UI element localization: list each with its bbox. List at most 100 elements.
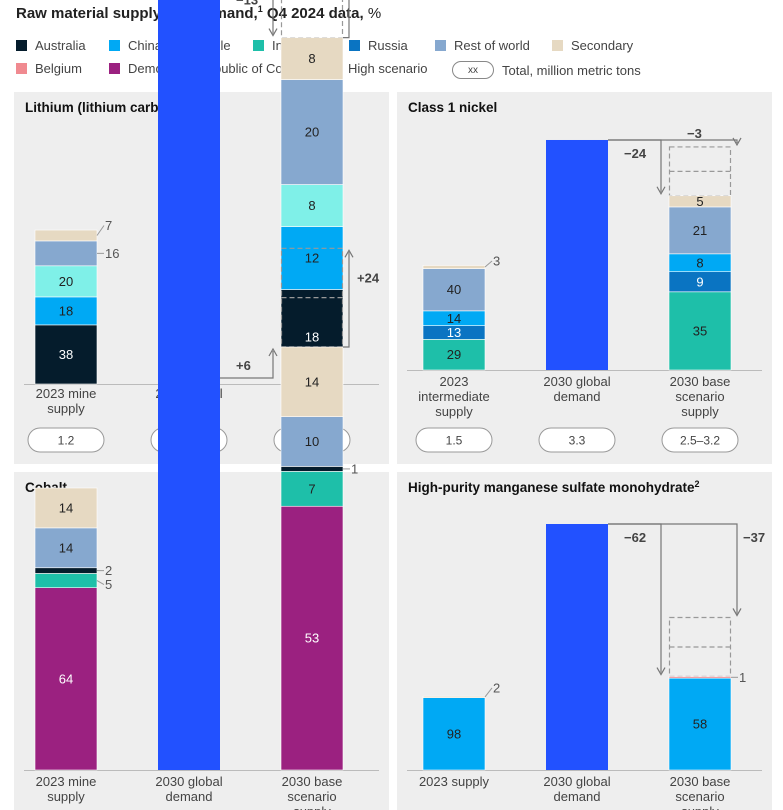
arrowhead	[344, 249, 354, 258]
bar-segment-row	[280, 79, 344, 185]
category-label: 2023 supply	[419, 774, 490, 789]
gap-arrow-high	[608, 523, 738, 614]
total-value: 2.5–3.2	[680, 434, 720, 448]
legend-item-russia: Russia	[349, 38, 408, 53]
segment-label: 9	[696, 274, 703, 289]
category-label: 2023 mine supply	[36, 386, 97, 416]
bar-segment-secondary	[280, 37, 344, 80]
segment-label: 18	[59, 303, 73, 318]
bar-segment-secondary	[280, 346, 344, 417]
legend-label: Total, million metric tons	[502, 62, 641, 78]
callout-line	[96, 580, 105, 586]
category-label-line: 2030 global	[155, 774, 222, 789]
segment-label: 8	[696, 255, 703, 270]
category-label-line: 2023 mine	[36, 774, 97, 789]
segment-label: 38	[59, 347, 73, 362]
chart-panel-4: High-purity manganese sulfate monohydrat…	[397, 472, 772, 810]
gap-arrow-high	[608, 139, 738, 143]
bar-segment-australia	[34, 567, 98, 574]
legend-swatch-russia	[349, 40, 360, 51]
category-label-line: 2030 global	[543, 374, 610, 389]
category-label-line: 2023	[440, 374, 469, 389]
legend-item-belgium: Belgium	[16, 61, 82, 76]
category-label-line: demand	[554, 789, 601, 804]
segment-callout-label: 5	[105, 577, 112, 592]
total-pill	[415, 427, 493, 453]
segment-label: 40	[447, 282, 461, 297]
bar-segment-row	[34, 240, 98, 267]
bar-segment-secondary	[34, 229, 98, 242]
bar-segment-belgium	[668, 676, 732, 679]
arrowhead	[268, 347, 278, 357]
segment-label: 98	[447, 726, 461, 741]
gap-label-base: −24	[624, 146, 647, 161]
category-label-line: scenario	[675, 389, 724, 404]
bar-segment-drc	[34, 587, 98, 771]
legend-swatch-china	[109, 40, 120, 51]
gap-label-base: −62	[624, 530, 646, 545]
legend-swatch-indonesia	[253, 40, 264, 51]
bar-segment-row	[422, 268, 486, 312]
legend-item-total: xx Total, million metric tons	[452, 61, 641, 79]
category-label: 2023 mine supply	[36, 774, 97, 804]
category-label-line: supply	[681, 804, 719, 810]
category-label-line: 2023 supply	[419, 774, 490, 789]
legend-item-row: Rest of world	[435, 38, 530, 53]
legend-label: Russia	[368, 38, 408, 53]
segment-label: 58	[693, 717, 707, 732]
gap-arrow-high	[343, 0, 350, 39]
legend-swatch-drc	[109, 63, 120, 74]
bar-segment-china	[280, 226, 344, 290]
segment-label: 14	[447, 311, 461, 326]
total-pill-marker: xx	[452, 61, 494, 79]
bar-segment-china	[34, 296, 98, 326]
segment-label: 35	[693, 323, 707, 338]
legend-label: Australia	[35, 38, 86, 53]
gap-label-high: +24	[357, 270, 380, 285]
gap-label-base: −13	[236, 0, 258, 7]
segment-label: 7	[308, 481, 315, 496]
segment-callout-label: 16	[105, 246, 119, 261]
segment-label: 29	[447, 347, 461, 362]
bar-segment-australia	[34, 324, 98, 385]
legend-label: Belgium	[35, 61, 82, 76]
bar-segment-china	[668, 677, 732, 771]
arrowhead	[656, 186, 666, 195]
legend-label: Rest of world	[454, 38, 530, 53]
category-label-line: demand	[166, 789, 213, 804]
segment-callout-label: 1	[739, 670, 746, 685]
bar-segment-indonesia	[422, 339, 486, 371]
segment-label: 64	[59, 671, 73, 686]
bar-segment-secondary	[34, 487, 98, 529]
total-pill	[27, 427, 105, 453]
demand-bar	[158, 378, 220, 770]
segment-label: 5	[696, 194, 703, 209]
demand-bar	[546, 139, 608, 370]
demand-bar	[546, 524, 608, 770]
segment-label: 8	[308, 51, 315, 66]
panel-title: High-purity manganese sulfate monohydrat…	[408, 479, 700, 495]
bar-segment-chile	[34, 265, 98, 298]
category-label-line: supply	[293, 804, 331, 810]
segment-callout-label: 7	[105, 218, 112, 233]
segment-label: 53	[305, 631, 319, 646]
gap-label-high: −3	[687, 126, 702, 141]
gap-arrow-base	[220, 351, 274, 379]
bar-segment-secondary	[422, 695, 486, 698]
segment-label: 20	[305, 125, 319, 140]
bar-segment-indonesia	[34, 573, 98, 588]
high-scenario-box	[280, 0, 344, 39]
category-label-line: 2030 global	[543, 774, 610, 789]
bar-segment-row	[668, 206, 732, 255]
legend-swatch-belgium	[16, 63, 27, 74]
total-pill	[661, 427, 739, 453]
segment-label: 18	[305, 329, 319, 344]
category-label-line: 2030 base	[282, 774, 343, 789]
bar-segment-secondary	[668, 195, 732, 208]
demand-bar	[158, 0, 220, 385]
callout-line	[484, 687, 493, 698]
